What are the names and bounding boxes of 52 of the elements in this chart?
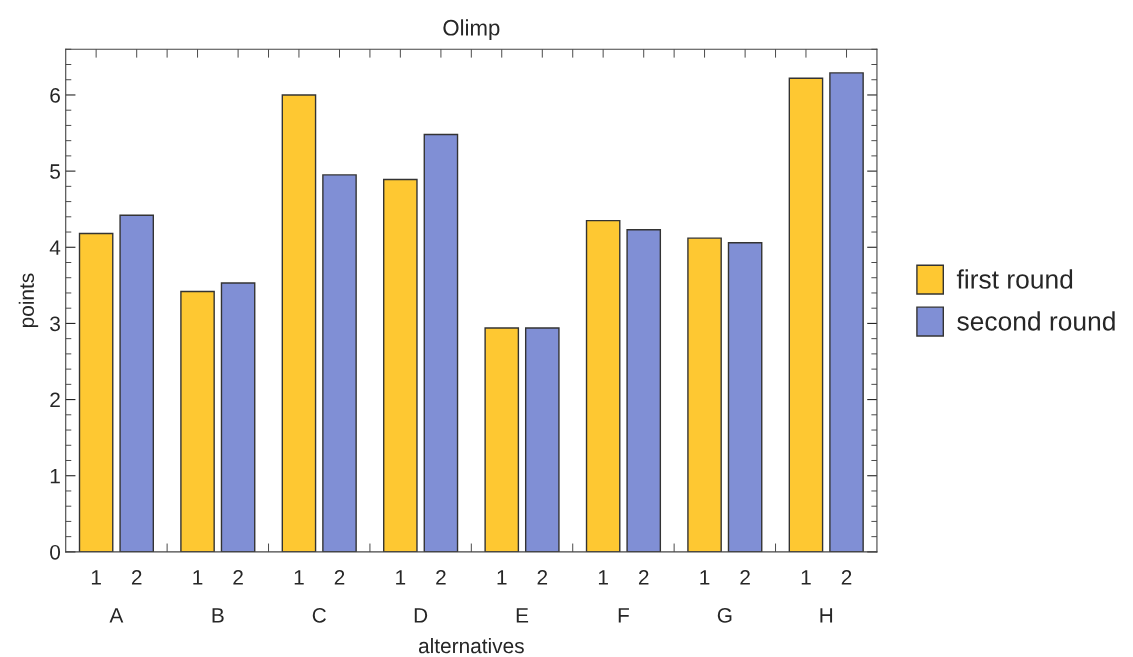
text: 1 [801,570,811,585]
bar [423,133,459,552]
bar [383,178,418,552]
bar [727,242,763,552]
text: 1 [91,570,101,585]
text: 1 [294,570,304,585]
text: 2 [131,570,142,585]
y-tick-label: 6 [50,87,60,103]
y-tick-label: 5 [50,164,60,179]
x-tick-label: D [414,608,428,623]
text: 2 [638,570,649,585]
x-tick-label: G [717,607,732,623]
bar [78,232,114,552]
bar [484,327,520,552]
y-tick-label: 2 [50,392,60,408]
legend-label: first round [956,269,1073,289]
text: 1 [598,570,608,585]
y-tick-label: 1 [50,468,60,484]
x-tick-label: B [212,608,224,623]
y-tick-label: 4 [49,240,61,255]
bar [626,229,662,552]
bar [524,327,560,552]
x-tick-label: E [516,608,529,623]
text: 2 [537,570,548,585]
bar [322,174,357,552]
x-tick-label: C [312,607,326,623]
y-axis-title: points [18,273,39,328]
text: 1 [497,570,507,585]
text: 2 [334,570,345,585]
text: 1 [396,570,406,585]
bar [829,72,864,552]
bar [687,237,722,552]
text: 1 [700,570,710,585]
bar [788,77,824,552]
bar [585,219,621,552]
text: 1 [193,570,203,585]
text: 2 [740,570,750,585]
y-tick-label: 3 [50,316,60,332]
chart-title: Olimp [443,19,500,40]
x-tick-label: H [820,608,833,623]
text: 2 [233,570,243,585]
bar [281,94,317,552]
x-tick-label: F [618,608,629,623]
legend-label: second round [957,311,1115,331]
x-axis-title: alternatives [418,637,524,654]
text: 2 [436,570,446,585]
y-tick-label: 0 [50,544,61,560]
text: 2 [841,570,852,585]
bar [220,282,256,552]
bar [180,290,215,552]
bar [119,214,155,552]
x-tick-label: A [109,608,124,623]
